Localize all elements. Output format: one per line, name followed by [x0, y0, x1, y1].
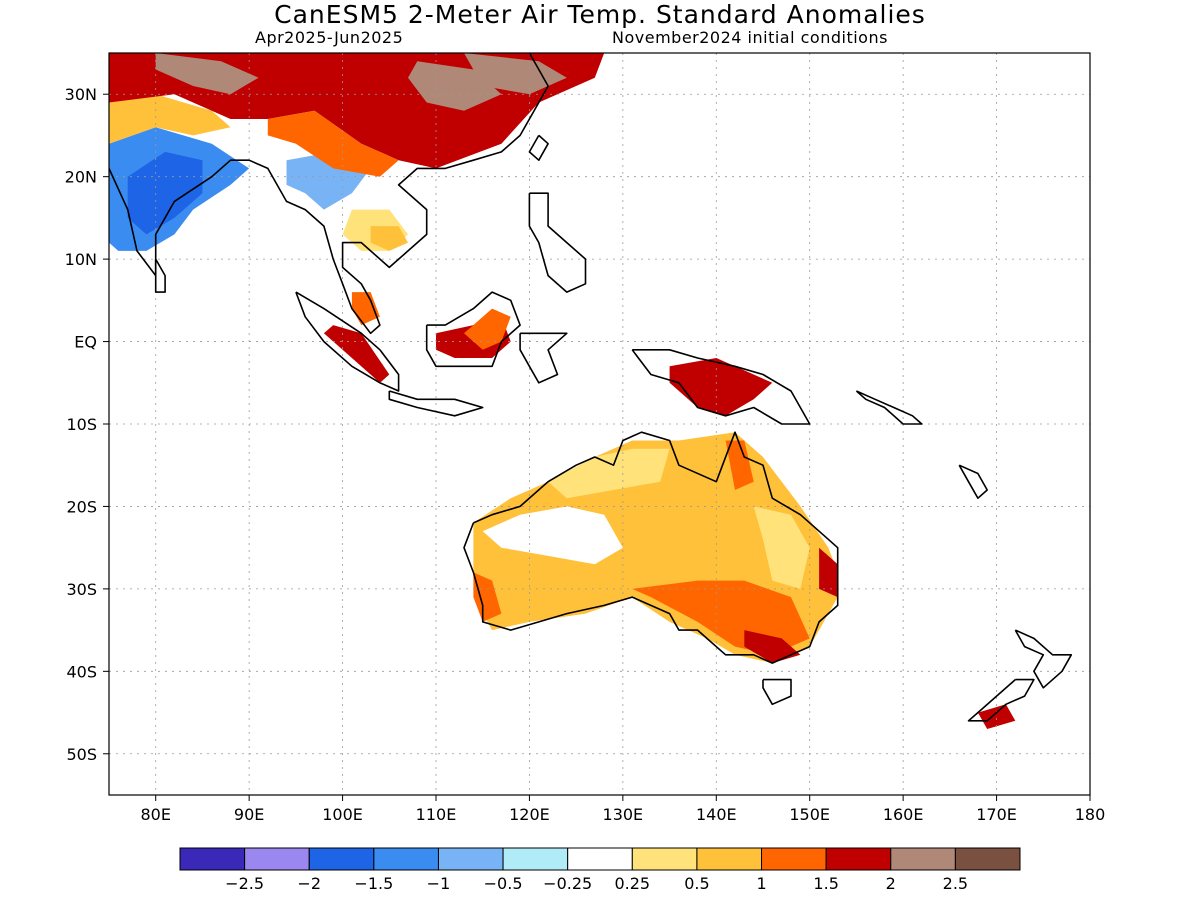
coastline-australia — [463, 431, 839, 664]
anomaly-region-china-hot-core-3 — [464, 53, 567, 95]
lat-tick-label: 10S — [66, 415, 97, 434]
legend-label: 2 — [886, 874, 896, 893]
anomaly-region-australia-red-se — [744, 630, 801, 664]
legend-label: −2 — [297, 874, 321, 893]
lon-tick-label: 180 — [1075, 805, 1106, 824]
coastline-vanuatu-fiji — [958, 464, 989, 500]
legend-swatch — [890, 847, 956, 871]
legend-swatch — [825, 847, 892, 871]
lon-tick-label: 80E — [140, 805, 170, 824]
anomaly-region-china-orange-fringe — [267, 110, 399, 177]
legend-label: 1.5 — [813, 874, 838, 893]
lat-tick-label: 20S — [66, 497, 97, 516]
coastline-asia-mainland-coast — [109, 53, 549, 335]
anomaly-region-sumatra-hot — [323, 325, 390, 383]
coastlines — [109, 53, 1073, 722]
anomaly-region-india-warm-edge — [109, 94, 231, 144]
lon-tick-label: 170E — [976, 805, 1017, 824]
lat-tick-label: 50S — [66, 745, 97, 764]
anomaly-fields — [109, 53, 1016, 729]
legend-swatch — [308, 847, 375, 871]
legend-swatch — [761, 847, 827, 871]
lon-tick-label: 160E — [883, 805, 924, 824]
lat-tick-label: 10N — [65, 250, 97, 269]
coastline-sulawesi — [519, 332, 568, 384]
anomaly-region-malaya-orange — [351, 292, 380, 326]
coastline-sri-lanka — [154, 258, 166, 293]
legend-swatch — [696, 847, 763, 871]
legend-label: 0.25 — [614, 874, 650, 893]
anomaly-region-nz-hot — [977, 704, 1016, 729]
legend-label: 2.5 — [943, 874, 968, 893]
anomaly-region-cambodia-warm — [370, 226, 408, 251]
coastline-new-guinea — [631, 348, 811, 425]
legend-label: −1 — [427, 874, 451, 893]
legend-label: 0.5 — [684, 874, 709, 893]
lat-tick-label: 30S — [66, 580, 97, 599]
lon-tick-label: 120E — [509, 805, 550, 824]
legend-swatch — [954, 847, 1021, 871]
forecast-period: Apr2025-Jun2025 — [255, 28, 404, 47]
anomaly-region-australia-light-north — [548, 448, 670, 499]
anomaly-region-australia-white-west — [482, 506, 623, 565]
legend-label: 1 — [756, 874, 766, 893]
lat-tick-label: EQ — [74, 333, 97, 352]
legend-label: −0.25 — [543, 874, 592, 893]
initial-conditions: November2024 initial conditions — [612, 28, 888, 47]
lon-tick-label: 100E — [322, 805, 363, 824]
map-title: CanESM5 2-Meter Air Temp. Standard Anoma… — [274, 0, 926, 29]
legend-label: −1.5 — [354, 874, 393, 893]
anomaly-region-india-cold-core — [127, 151, 203, 235]
coastline-taiwan — [528, 134, 549, 161]
anomaly-region-new-guinea-hot — [669, 358, 773, 416]
anomaly-region-china-hot-core-2 — [408, 61, 502, 111]
coastline-java — [388, 390, 484, 417]
legend-label: −2.5 — [225, 874, 264, 893]
lon-tick-label: 110E — [416, 805, 457, 824]
anomaly-region-australia-orange-ne — [725, 440, 754, 490]
legend-swatch — [179, 847, 246, 871]
lat-tick-label: 30N — [65, 85, 97, 104]
color-legend: −2.5 −2 −1.5 −1 −0.5 −0.25 0.25 0.5 1 1.5 2 2.5 — [179, 847, 1021, 893]
coastline-tasmania — [762, 678, 792, 706]
legend-label: −0.5 — [484, 874, 523, 893]
coastline-solomon-islands — [855, 390, 923, 425]
axis-ticks: 30N 20N 10N EQ 10S 20S 30S 40S 50S 80E 90E 100E 110E… — [65, 85, 1106, 824]
anomaly-region-australia-red-e — [819, 547, 838, 598]
lon-tick-label: 130E — [603, 805, 644, 824]
coastline-philippines — [528, 192, 587, 293]
coastline-sumatra — [295, 291, 400, 392]
legend-swatch — [373, 847, 439, 871]
lat-tick-label: 20N — [65, 168, 97, 187]
lon-tick-label: 150E — [789, 805, 830, 824]
coastline-nz-north-island — [1014, 629, 1073, 689]
anomaly-region-borneo-orange — [464, 308, 511, 350]
anomaly-region-china-hot-core-1 — [155, 53, 259, 95]
legend-swatch — [631, 847, 698, 871]
legend-swatch — [244, 847, 310, 871]
graticule — [109, 53, 1090, 795]
coastline-nz-south-island — [967, 678, 1035, 722]
lon-tick-label: 90E — [234, 805, 264, 824]
coastline-borneo — [425, 291, 521, 368]
anomaly-region-australia-light-east — [753, 506, 810, 589]
legend-swatch — [502, 847, 569, 871]
legend-swatch — [437, 847, 504, 871]
anomaly-region-australia-orange-sw — [473, 572, 502, 622]
legend-swatch — [567, 847, 633, 871]
lon-tick-label: 140E — [696, 805, 737, 824]
lat-tick-label: 40S — [66, 662, 97, 681]
